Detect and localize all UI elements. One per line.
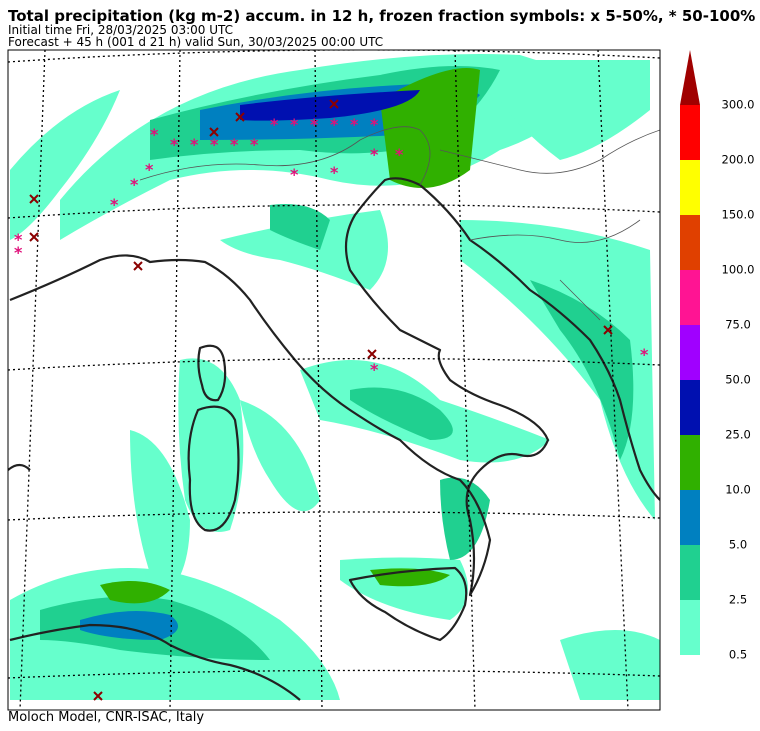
- footer: Moloch Model, CNR-ISAC, Italy: [8, 710, 205, 725]
- map: **** * * * * * * * * * *** * * ** ***: [8, 50, 660, 710]
- colorbar-label: 50.0: [725, 373, 751, 387]
- borders: [139, 126, 660, 321]
- colorbar-segment: [680, 160, 700, 215]
- svg-text:*: *: [310, 115, 319, 134]
- svg-text:*: *: [170, 135, 179, 154]
- svg-text:*: *: [640, 345, 649, 364]
- svg-text:*: *: [130, 175, 139, 194]
- svg-text:*: *: [350, 115, 359, 134]
- svg-text:*: *: [14, 230, 23, 249]
- graticule: [8, 50, 660, 710]
- svg-text:*: *: [270, 115, 279, 134]
- svg-text:*: *: [370, 360, 379, 379]
- svg-text:*: *: [330, 163, 339, 182]
- colorbar-segment: [680, 600, 700, 655]
- colorbar-label: 5.0: [729, 538, 747, 552]
- colorbar-segment: [680, 545, 700, 600]
- colorbar-label: 2.5: [729, 593, 747, 607]
- colorbar-segment: [680, 105, 700, 160]
- colorbar-label: 75.0: [725, 318, 751, 332]
- colorbar-label: 10.0: [725, 483, 751, 497]
- colorbar-over-arrow: [680, 50, 700, 105]
- svg-text:*: *: [250, 135, 259, 154]
- svg-text:*: *: [110, 195, 119, 214]
- svg-text:*: *: [210, 135, 219, 154]
- title: Total precipitation (kg m-2) accum. in 1…: [8, 7, 756, 25]
- map-frame: [7, 49, 661, 711]
- snow-symbols: **** * * * * * * * * * *** * * ** ***: [14, 115, 649, 379]
- svg-text:*: *: [395, 145, 404, 164]
- svg-text:*: *: [190, 135, 199, 154]
- svg-text:*: *: [230, 135, 239, 154]
- svg-text:*: *: [145, 160, 154, 179]
- colorbar-label: 200.0: [722, 153, 755, 167]
- svg-text:*: *: [370, 115, 379, 134]
- colorbar-segment: [680, 435, 700, 490]
- colorbar-segment: [680, 325, 700, 380]
- frozen-symbols: [29, 99, 613, 701]
- colorbar-label: 150.0: [722, 208, 755, 222]
- colorbar-label: 0.5: [729, 648, 747, 662]
- colorbar-segment: [680, 490, 700, 545]
- svg-text:*: *: [14, 243, 23, 262]
- svg-text:*: *: [370, 145, 379, 164]
- colorbar-segment: [680, 270, 700, 325]
- forecast: Forecast + 45 h (001 d 21 h) valid Sun, …: [8, 35, 384, 49]
- svg-text:*: *: [290, 165, 299, 184]
- colorbar-label: 100.0: [722, 263, 755, 277]
- svg-text:*: *: [290, 115, 299, 134]
- colorbar: 0.5 2.5 5.0 10.0 25.0 50.0 75.0 100.0 150.0 200.0…: [680, 50, 754, 662]
- colorbar-segment: [680, 380, 700, 435]
- svg-text:*: *: [330, 115, 339, 134]
- initial-time: Initial time Fri, 28/03/2025 03:00 UTC: [8, 23, 234, 37]
- precipitation: [10, 54, 660, 700]
- colorbar-segment: [680, 215, 700, 270]
- coastlines: [8, 177, 660, 701]
- colorbar-label: 300.0: [722, 98, 755, 112]
- svg-text:*: *: [150, 125, 159, 144]
- colorbar-label: 25.0: [725, 428, 751, 442]
